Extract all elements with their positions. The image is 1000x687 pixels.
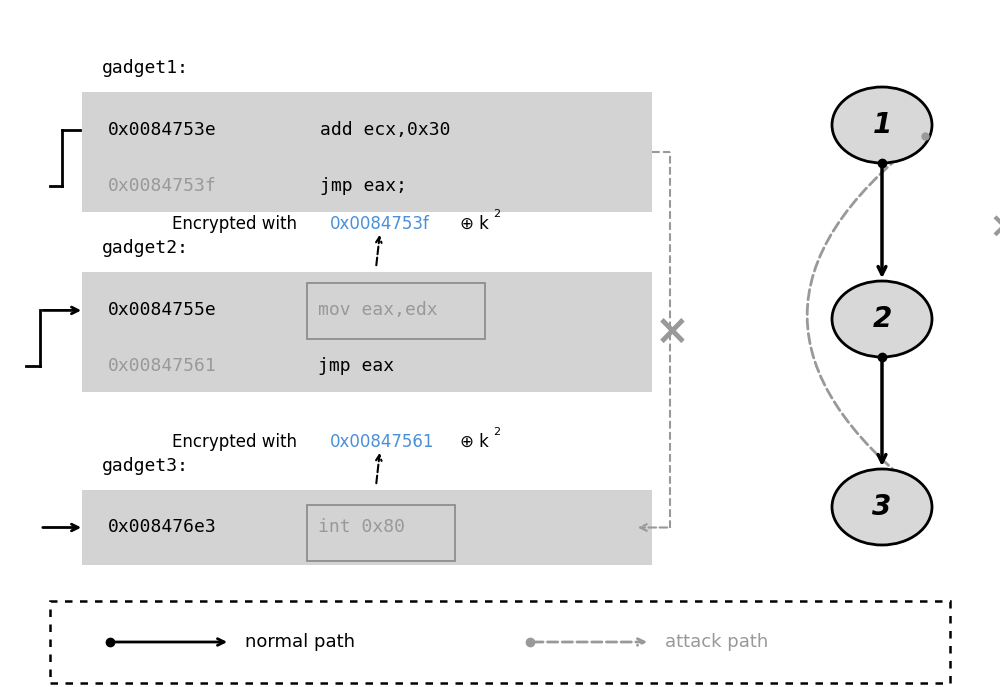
Text: ×: × (989, 210, 1000, 244)
Ellipse shape (832, 87, 932, 163)
Text: Encrypted with: Encrypted with (172, 215, 302, 233)
FancyBboxPatch shape (307, 282, 485, 339)
Text: ⊕ k: ⊕ k (460, 215, 489, 233)
Text: attack path: attack path (665, 633, 768, 651)
Text: 3: 3 (872, 493, 892, 521)
FancyArrowPatch shape (807, 140, 922, 494)
Text: gadget1:: gadget1: (102, 59, 189, 77)
FancyBboxPatch shape (307, 504, 455, 561)
Text: add ecx,0x30: add ecx,0x30 (320, 122, 450, 139)
Text: int 0x80: int 0x80 (318, 519, 405, 537)
Text: normal path: normal path (245, 633, 355, 651)
Text: 0x008476e3: 0x008476e3 (108, 519, 217, 537)
Text: gadget3:: gadget3: (102, 457, 189, 475)
Ellipse shape (832, 281, 932, 357)
Text: 2: 2 (872, 305, 892, 333)
Bar (82, 92, 652, 212)
Text: 0x0084753f: 0x0084753f (108, 177, 217, 194)
Text: 2: 2 (493, 427, 500, 437)
Bar (82, 272, 652, 392)
Text: mov eax,edx: mov eax,edx (318, 302, 438, 319)
Text: 0x00847561: 0x00847561 (330, 433, 434, 451)
Text: Encrypted with: Encrypted with (172, 433, 302, 451)
Text: 0x0084753e: 0x0084753e (108, 122, 217, 139)
Text: 0x0084753f: 0x0084753f (330, 215, 430, 233)
Ellipse shape (832, 469, 932, 545)
Text: 2: 2 (493, 209, 500, 219)
Text: ⊕ k: ⊕ k (460, 433, 489, 451)
Text: gadget2:: gadget2: (102, 239, 189, 257)
Text: 1: 1 (872, 111, 892, 139)
Text: ×: × (655, 311, 689, 353)
Text: 0x00847561: 0x00847561 (108, 357, 217, 374)
Text: jmp eax;: jmp eax; (320, 177, 407, 194)
FancyBboxPatch shape (50, 601, 950, 683)
Text: jmp eax: jmp eax (318, 357, 394, 374)
Bar (82, 490, 652, 565)
Text: 0x0084755e: 0x0084755e (108, 302, 217, 319)
